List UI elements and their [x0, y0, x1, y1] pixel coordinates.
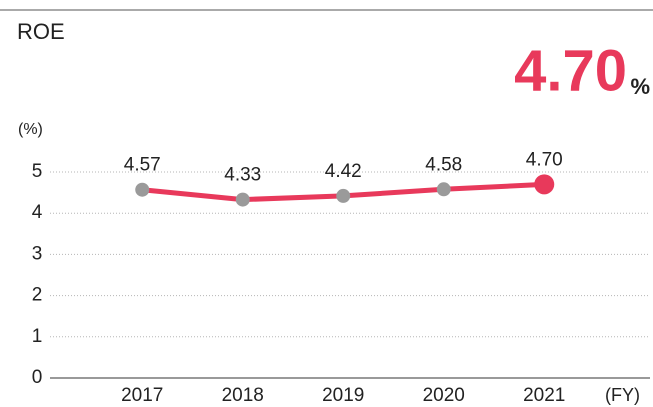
x-tick-label: 2017 — [121, 385, 163, 406]
y-tick-label: 2 — [32, 285, 43, 306]
y-unit: (%) — [18, 121, 43, 138]
x-tick-label: 2018 — [222, 385, 264, 406]
y-tick-label: 4 — [32, 202, 43, 223]
y-tick-label: 3 — [32, 243, 43, 264]
point — [235, 192, 250, 207]
point — [135, 182, 150, 197]
x-tick-label: 2021 — [523, 385, 565, 406]
data-label: 4.57 — [124, 155, 161, 176]
data-label: 4.70 — [526, 149, 563, 170]
x-unit: (FY) — [605, 385, 640, 405]
data-label: 4.33 — [224, 165, 261, 186]
x-tick-label: 2019 — [322, 385, 364, 406]
headline-value: 4.70 — [514, 38, 627, 103]
chart-title: ROE — [17, 19, 65, 44]
data-label: 4.42 — [325, 161, 362, 182]
data-label: 4.58 — [425, 154, 462, 175]
x-tick-label: 2020 — [423, 385, 465, 406]
point — [336, 188, 351, 203]
point — [436, 182, 451, 197]
point — [534, 174, 555, 195]
y-tick-label: 1 — [32, 326, 43, 347]
y-tick-label: 5 — [32, 161, 43, 182]
headline-unit: % — [630, 74, 650, 99]
y-tick-label: 0 — [32, 367, 43, 388]
